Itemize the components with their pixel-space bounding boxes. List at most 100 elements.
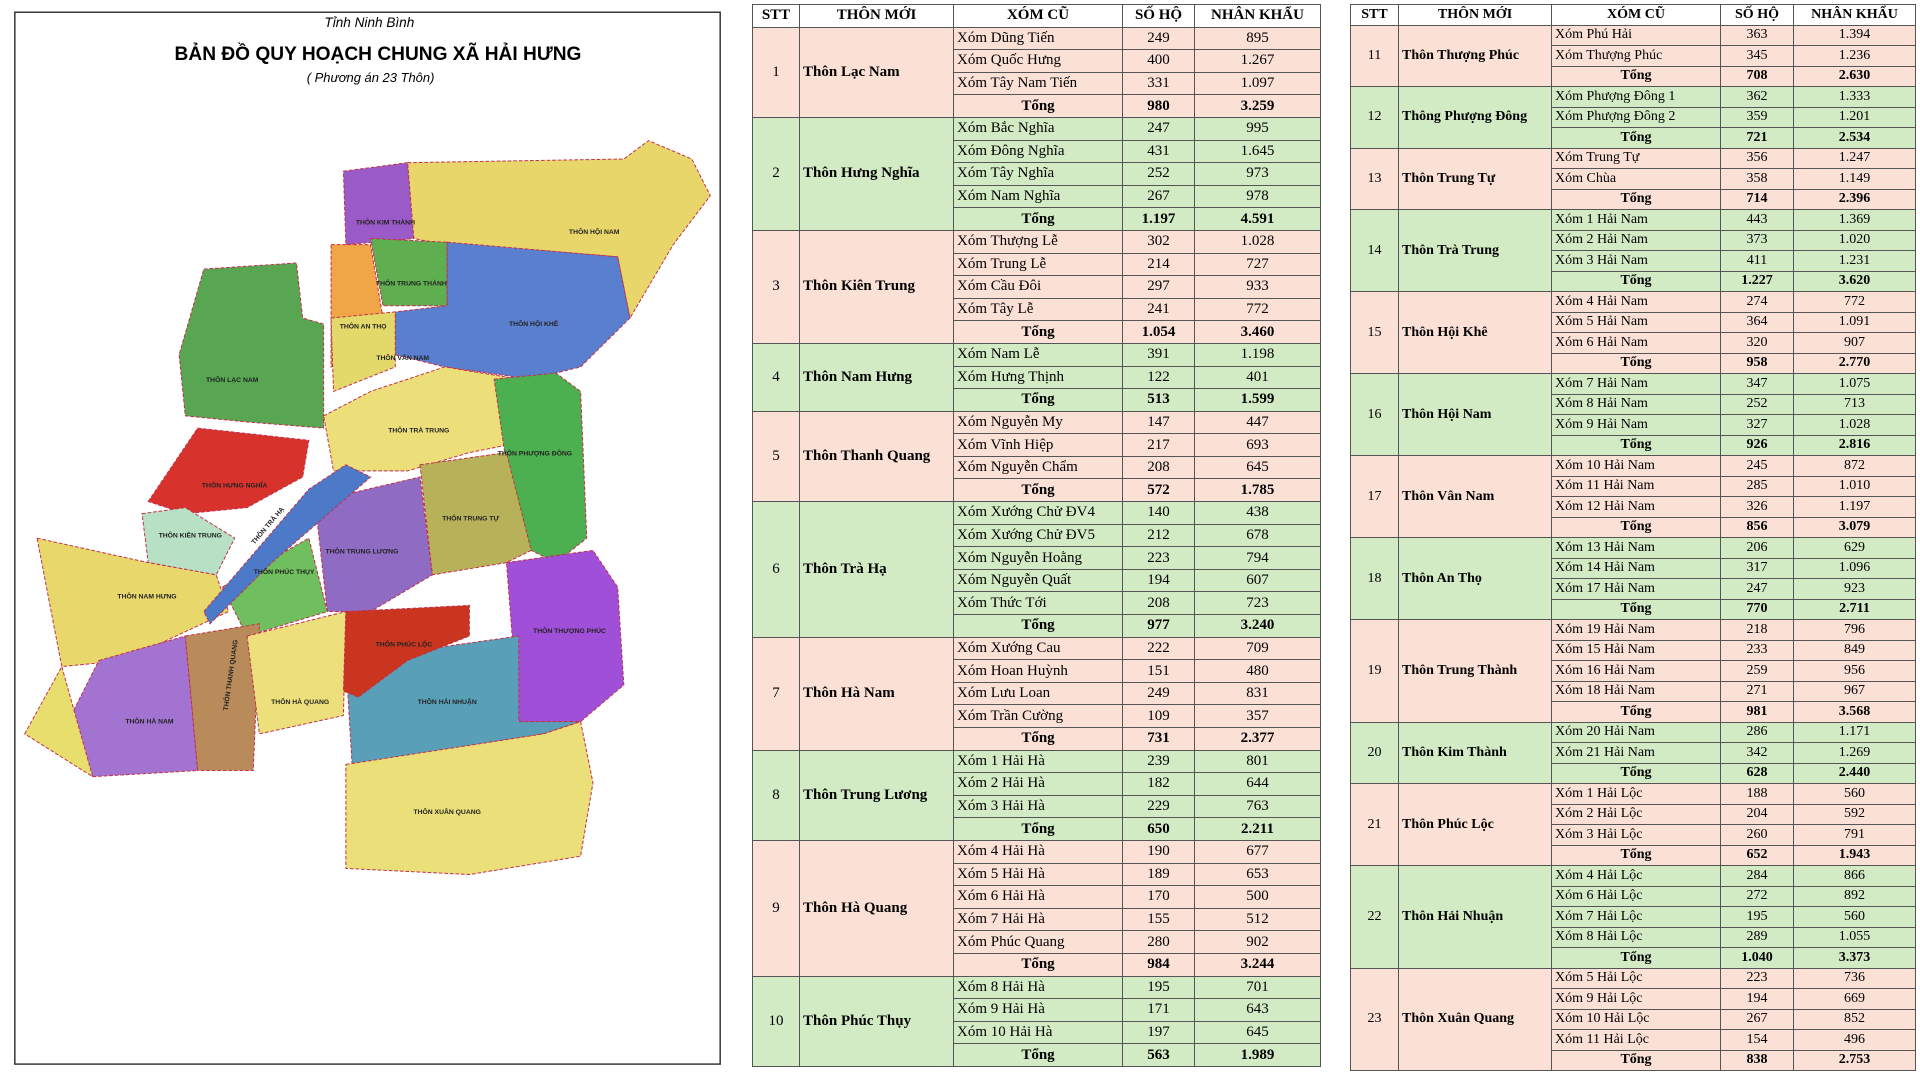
hamlet-row: 2 Thôn Hưng Nghĩa Xóm Bắc Nghĩa 247 995 [752,116,1321,231]
map-label: THÔN PHƯỢNG ĐÔNG [498,449,572,458]
village-cell: Thôn Hà Quang [799,839,954,977]
population-cell: 763 [1194,794,1321,819]
hamlet-cell: Xóm 7 Hải Hà [953,907,1123,932]
total-label: Tổng [1551,844,1721,866]
table-header: STT THÔN MỚI XÓM CŨ SỐ HỘ NHÂN KHẨU [1350,4,1916,26]
hamlet-cell: Xóm 1 Hải Lộc [1551,783,1721,805]
stt-cell: 6 [752,501,800,638]
total-label: Tổng [1551,516,1721,538]
total-population: 2.377 [1194,727,1321,751]
total-households: 926 [1720,434,1794,456]
population-cell: 560 [1793,906,1916,928]
hamlet-cell: Xóm 16 Hải Nam [1551,660,1721,682]
population-cell: 1.236 [1793,45,1916,67]
total-households: 1.227 [1720,270,1794,292]
hamlet-cell: Xóm Quốc Hưng [953,49,1123,73]
hamlet-row: Xóm Tây Lễ 241 772 [752,297,1321,322]
zone [221,537,328,637]
village-cell: Thôn Hội Khê [1398,291,1552,374]
population-cell: 713 [1793,393,1916,415]
households-cell: 400 [1122,49,1195,73]
zone [141,507,236,576]
population-cell: 1.197 [1793,496,1916,518]
population-cell: 923 [1793,578,1916,600]
population-cell: 1.333 [1793,86,1916,108]
population-cell: 1.020 [1793,229,1916,251]
hamlet-cell: Xóm Nguyễn My [953,410,1123,435]
total-population: 3.259 [1194,94,1321,118]
total-households: 714 [1720,188,1794,210]
table-body: 1 Thôn Lạc Nam Xóm Dũng Tiến 249 895 Xóm Quốc… [752,26,1321,1067]
hamlet-row: 16 Thôn Hội Nam Xóm 7 Hải Nam 347 1.075 [1350,373,1916,456]
households-cell: 247 [1720,578,1794,600]
population-cell: 653 [1194,862,1321,887]
total-population: 2.630 [1793,65,1916,87]
population-cell: 1.075 [1793,373,1916,395]
header-row: STT THÔN MỚI XÓM CŨ SỐ HỘ NHÂN KHẨU [1350,4,1916,26]
hamlet-cell: Xóm 11 Hải Nam [1551,475,1721,497]
total-households: 652 [1720,844,1794,866]
households-cell: 431 [1122,139,1195,164]
total-households: 770 [1720,598,1794,620]
hamlet-cell: Xóm 1 Hải Hà [953,749,1123,774]
hamlet-cell: Xóm 4 Hải Nam [1551,291,1721,313]
hamlet-row: 9 Thôn Hà Quang Xóm 4 Hải Hà 190 677 [752,839,1321,977]
hamlet-cell: Xóm 6 Hải Lộc [1551,885,1721,907]
total-label: Tổng [953,817,1123,841]
households-cell: 259 [1720,660,1794,682]
population-cell: 500 [1194,885,1321,909]
hamlet-cell: Xóm Nguyễn Quất [953,568,1123,593]
header-row: STT THÔN MỚI XÓM CŨ SỐ HỘ NHÂN KHẨU [752,4,1321,28]
hamlet-cell: Xóm Dũng Tiến [953,26,1123,51]
stt-cell: 17 [1350,455,1399,538]
village-cell: Thôn Hà Nam [799,636,954,751]
total-population: 1.989 [1194,1043,1321,1067]
map-frame [14,11,721,1065]
village-cell: Thôn Thượng Phúc [1398,24,1552,87]
hamlet-cell: Xóm 4 Hải Hà [953,839,1123,864]
households-cell: 286 [1720,721,1794,743]
zone [178,262,325,429]
population-cell: 401 [1194,365,1321,390]
stt-cell: 22 [1350,865,1399,969]
hamlet-cell: Xóm 7 Hải Nam [1551,373,1721,395]
households-cell: 356 [1720,147,1794,169]
households-cell: 302 [1122,229,1195,254]
households-cell: 317 [1720,557,1794,579]
households-cell: 189 [1122,862,1195,887]
households-cell: 188 [1720,783,1794,805]
total-population: 1.943 [1793,844,1916,866]
total-population: 2.770 [1793,352,1916,374]
hamlet-cell: Xóm 2 Hải Lộc [1551,803,1721,825]
map-label: THÔN HẢI NHUẬN [418,697,477,706]
stt-cell: 11 [1350,24,1399,87]
header-cell: XÓM CŨ [1551,4,1721,26]
hamlet-row: 3 Thôn Kiên Trung Xóm Thượng Lễ 302 1.028 [752,229,1321,344]
total-label: Tổng [953,94,1123,118]
households-cell: 155 [1122,907,1195,932]
hamlet-row: 23 Thôn Xuân Quang Xóm 5 Hải Lộc 223 736 [1350,967,1916,1071]
map-label: THÔN NAM HƯNG [117,592,176,601]
population-cell: 772 [1194,297,1321,322]
hamlet-cell: Xóm Tây Lễ [953,297,1123,322]
population-cell: 1.055 [1793,926,1916,948]
households-cell: 272 [1720,885,1794,907]
village-cell: Thôn Trà Trung [1398,209,1552,292]
hamlet-row: 4 Thôn Nam Hưng Xóm Nam Lễ 391 1.198 [752,342,1321,412]
zone [61,635,199,778]
hamlet-cell: Xóm 3 Hải Hà [953,794,1123,819]
village-cell: Thôn Hưng Nghĩa [799,116,954,231]
hamlet-row: Xóm Xướng Chử ĐV5 212 678 [752,523,1321,548]
hamlet-cell: Xóm 19 Hải Nam [1551,619,1721,641]
hamlet-cell: Xóm 8 Hải Nam [1551,393,1721,415]
hamlet-cell: Xóm 15 Hải Nam [1551,639,1721,661]
population-cell: 933 [1194,275,1321,299]
map-label: THÔN LẠC NAM [206,375,259,384]
households-cell: 267 [1720,1008,1794,1030]
map-label: THÔN HÀ NAM [125,716,174,725]
hamlet-cell: Xóm 8 Hải Lộc [1551,926,1721,948]
total-households: 731 [1122,727,1195,751]
households-cell: 267 [1122,184,1195,209]
population-table: STT THÔN MỚI XÓM CŨ SỐ HỘ NHÂN KHẨU 1 Thôn Lạc… [752,4,1321,1067]
province: Tỉnh Ninh Bình [324,15,414,30]
